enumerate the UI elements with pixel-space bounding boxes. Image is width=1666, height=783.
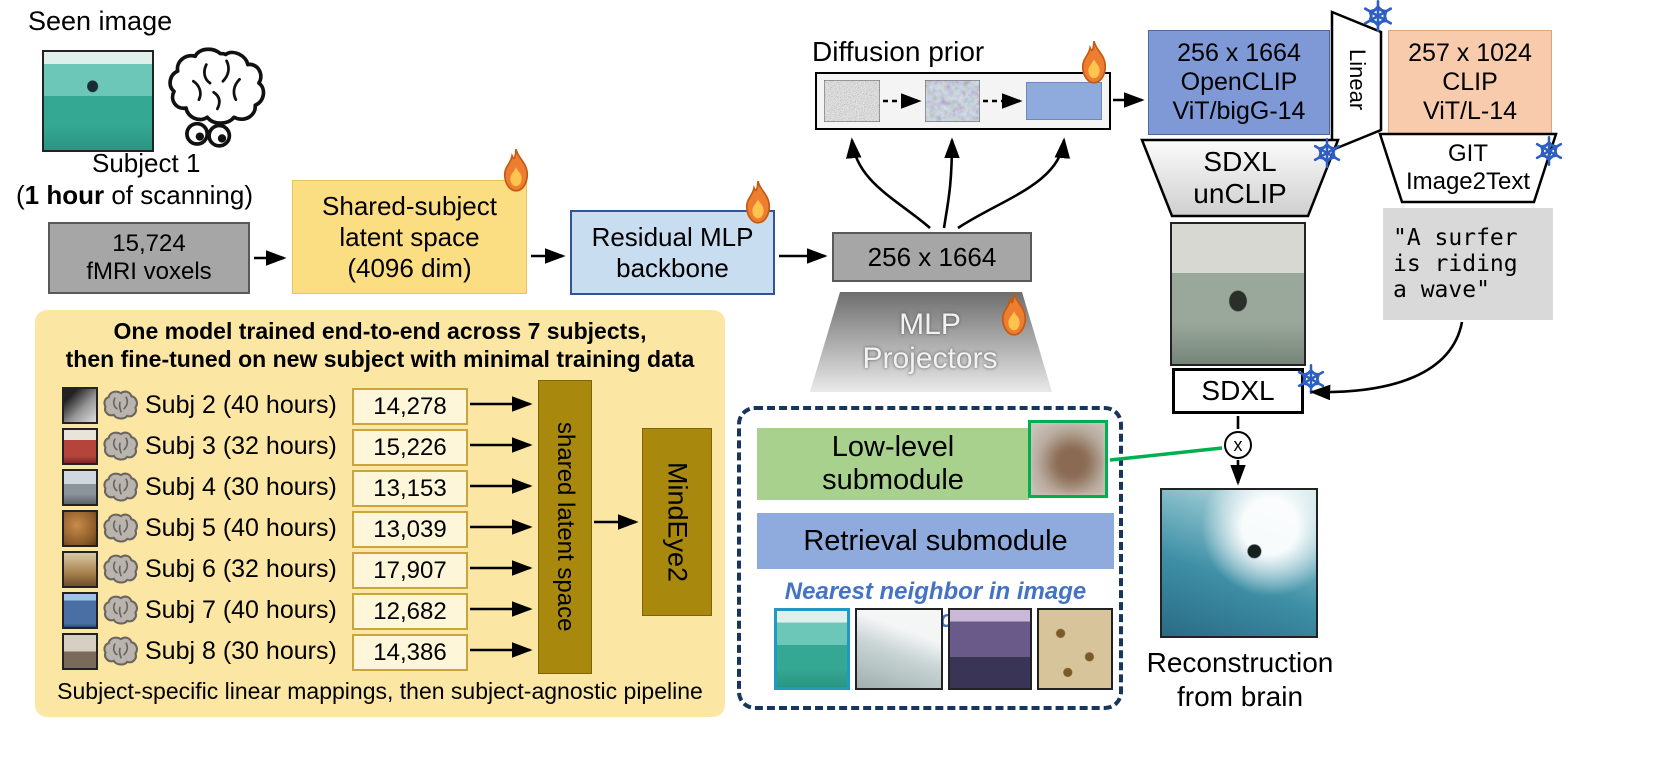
git-label: GIT Image2Text [1405, 140, 1531, 195]
voxel-count: 12,682 [352, 593, 468, 630]
voxel-count: 14,386 [352, 634, 468, 671]
clip-box: 257 x 1024 CLIP ViT/L-14 [1388, 30, 1552, 135]
brain-icon [103, 472, 139, 503]
voxel-count: 13,153 [352, 470, 468, 507]
voxel-count: 13,039 [352, 511, 468, 548]
neighbor-image-surfer [774, 608, 850, 690]
brain-icon [103, 431, 139, 462]
subject-thumbnail [62, 592, 98, 629]
brain-icon [103, 595, 139, 626]
subject-label: Subj 2 (40 hours) [145, 391, 337, 419]
latents-256x1664-box: 256 x 1664 [832, 232, 1032, 282]
subject-thumbnail [62, 469, 98, 506]
subject-label: Subj 3 (32 hours) [145, 432, 337, 460]
neighbor-image-building [948, 608, 1032, 690]
brain-icon [103, 636, 139, 667]
snowflake-icon [1312, 138, 1342, 168]
scan-bold: 1 hour [24, 180, 105, 210]
sdxl-box: SDXL [1172, 368, 1304, 414]
shared-subject-latent-box: Shared-subject latent space (4096 dim) [292, 180, 527, 294]
subject-thumbnail [62, 428, 98, 465]
flame-icon [740, 180, 776, 225]
shared-latent-space-bar: shared latent space [538, 380, 592, 674]
flame-icon [498, 148, 534, 193]
fmri-voxels-box: 15,724 fMRI voxels [48, 222, 250, 294]
subject-row: Subj 8 (30 hours) 14,386 [35, 631, 725, 672]
subject-label: Subj 6 (32 hours) [145, 555, 337, 583]
subject-row: Subj 3 (32 hours) 15,226 [35, 426, 725, 467]
seen-image-label: Seen image [28, 6, 173, 36]
mlp-projectors-trapezoid [810, 292, 1052, 392]
openclip-box: 256 x 1664 OpenCLIP ViT/bigG-14 [1148, 30, 1330, 135]
neighbor-image-wave [855, 608, 943, 690]
caption-text-box: "A surfer is riding a wave" [1383, 208, 1553, 320]
flame-icon [996, 292, 1032, 337]
panel-title-line2: then fine-tuned on new subject with mini… [65, 346, 695, 372]
subject-row: Subj 6 (32 hours) 17,907 [35, 549, 725, 590]
mindeye2-bar: MindEye2 [642, 428, 712, 616]
neighbor-image-giraffe [1037, 608, 1113, 690]
subject-label: Subj 4 (30 hours) [145, 473, 337, 501]
linear-trapezoid [1330, 10, 1383, 152]
subject-thumbnail [62, 633, 98, 670]
scan-rest: of scanning) [104, 180, 253, 210]
git-trapezoid [1378, 132, 1558, 204]
noise-patch-2 [925, 80, 980, 122]
snowflake-icon [1534, 136, 1564, 166]
scan-open: ( [16, 180, 25, 210]
low-level-submodule: Low-level submodule [757, 428, 1029, 500]
subject-label: Subj 7 (40 hours) [145, 596, 337, 624]
subject-row: Subj 7 (40 hours) 12,682 [35, 590, 725, 631]
brain-icon [103, 554, 139, 585]
seen-image-photo [42, 50, 154, 152]
residual-mlp-box: Residual MLP backbone [570, 210, 775, 295]
brain-with-eyes-icon [162, 44, 282, 148]
linear-label: Linear [1345, 49, 1370, 111]
reconstruction-label: Reconstruction from brain [1146, 647, 1334, 712]
noise-patch-1 [824, 80, 880, 122]
flame-icon [1076, 40, 1112, 85]
multi-subject-panel: One model trained end-to-end across 7 su… [35, 310, 725, 717]
sdxl-unclip-label: SDXL unCLIP [1193, 146, 1287, 209]
brain-icon [103, 390, 139, 421]
multiply-node: x [1224, 431, 1252, 459]
subject-row: Subj 4 (30 hours) 13,153 [35, 467, 725, 508]
subject-thumbnail [62, 551, 98, 588]
unclip-reconstruction-image [1170, 222, 1306, 366]
subject-label: Subj 5 (40 hours) [145, 514, 337, 542]
subject-thumbnail [62, 387, 98, 424]
snowflake-icon [1362, 0, 1394, 32]
diffusion-prior-label: Diffusion prior [812, 36, 985, 67]
subject-thumbnail [62, 510, 98, 547]
voxel-count: 15,226 [352, 429, 468, 466]
voxel-count: 14,278 [352, 388, 468, 425]
blurry-blob [1031, 423, 1105, 495]
subject-label: Subj 8 (30 hours) [145, 637, 337, 665]
sdxl-unclip-trapezoid [1140, 138, 1340, 218]
retrieval-submodule: Retrieval submodule [757, 513, 1114, 569]
denoised-latent-patch [1026, 82, 1102, 120]
blurry-patch-image [1028, 420, 1108, 498]
brain-icon [103, 513, 139, 544]
panel-footer: Subject-specific linear mappings, then s… [57, 678, 703, 704]
subject-row: Subj 2 (40 hours) 14,278 [35, 385, 725, 426]
subject-row: Subj 5 (40 hours) 13,039 [35, 508, 725, 549]
final-reconstruction-image [1160, 488, 1318, 638]
snowflake-icon [1296, 364, 1326, 394]
panel-title-line1: One model trained end-to-end across 7 su… [113, 318, 647, 344]
scanning-label: (1 hour of scanning) [16, 180, 253, 211]
voxel-count: 17,907 [352, 552, 468, 589]
mlp-projectors-label: MLP Projectors [862, 308, 998, 375]
subject1-label: Subject 1 [92, 148, 201, 178]
